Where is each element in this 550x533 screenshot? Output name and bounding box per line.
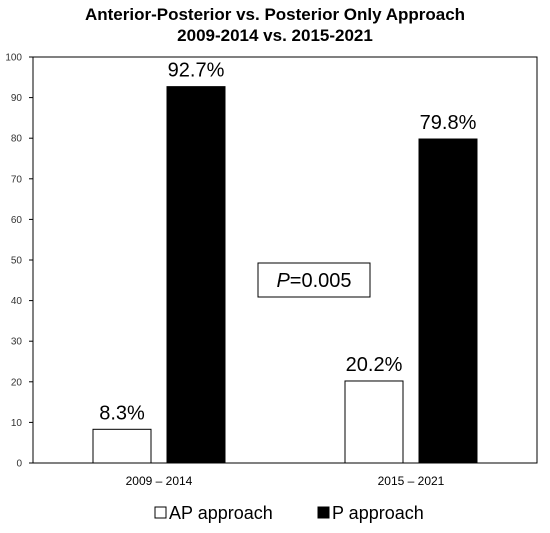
x-category-label: 2009 – 2014 [126, 474, 193, 488]
chart-title: Anterior-Posterior vs. Posterior Only Ap… [85, 5, 465, 24]
bar-p-2 [418, 138, 478, 464]
data-label: 79.8% [420, 112, 477, 134]
data-label: 8.3% [99, 402, 145, 424]
p-value-number: =0.005 [290, 270, 352, 292]
y-tick-label: 20 [11, 377, 23, 388]
p-value-symbol: P [276, 270, 290, 292]
y-tick-label: 10 [11, 418, 23, 429]
data-label: 92.7% [168, 60, 225, 82]
y-tick-label: 60 [11, 215, 23, 226]
legend-label-ap: AP approach [169, 503, 273, 523]
legend-label-p: P approach [332, 503, 424, 523]
p-value-box [257, 262, 371, 298]
bar-ap-1 [92, 428, 152, 464]
legend: AP approach P approach [154, 503, 424, 523]
bar-ap-2 [344, 380, 404, 464]
legend-swatch-p [317, 506, 330, 519]
p-value-annotation: P=0.005 [257, 262, 371, 298]
x-category-label: 2015 – 2021 [378, 474, 445, 488]
legend-swatch-ap [154, 506, 167, 519]
chart-subtitle: 2009-2014 vs. 2015-2021 [177, 26, 373, 45]
data-label: 20.2% [346, 354, 403, 376]
y-tick-label: 90 [11, 93, 23, 104]
y-tick-label: 50 [11, 256, 23, 267]
y-tick-label: 40 [11, 296, 23, 307]
y-tick-label: 30 [11, 337, 23, 348]
y-tick-label: 70 [11, 174, 23, 185]
y-tick-label: 80 [11, 134, 23, 145]
p-value-text: P=0.005 [276, 270, 351, 292]
y-tick-label: 100 [5, 53, 22, 64]
bar-p-1 [166, 86, 226, 464]
y-tick-label: 0 [16, 459, 22, 470]
plot-area: 0 10 20 30 40 50 60 70 80 90 100 8.3% 92.7% 2009 – 20… [5, 53, 538, 488]
